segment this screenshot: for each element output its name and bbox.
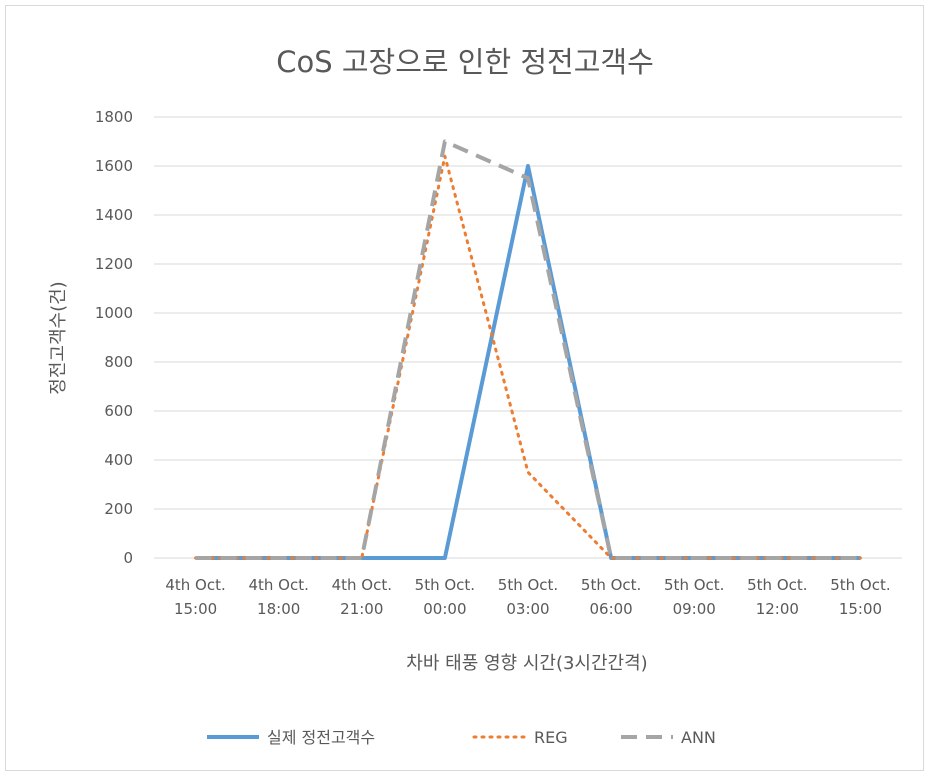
x-tick-label: 4th Oct. 15:00	[165, 576, 225, 618]
series-line-3	[195, 139, 861, 560]
chart-title: CoS 고장으로 인한 정전고객수	[276, 45, 654, 79]
y-axis-label: 정전고객수(건)	[48, 281, 69, 394]
y-tick-label: 600	[104, 402, 133, 420]
y-tick-label: 400	[104, 451, 133, 469]
x-axis-label: 차바 태풍 영향 시간(3시간간격)	[406, 653, 647, 674]
chart-frame	[5, 5, 924, 771]
y-tick-label: 0	[123, 549, 133, 567]
x-tick-labels: 4th Oct. 15:00 4th Oct. 18:00 4th Oct. 21:00 5…	[165, 576, 890, 618]
x-tick-label: 5th Oct. 03:00	[498, 576, 558, 618]
legend-label-1: 실제 정전고객수	[267, 728, 375, 747]
y-tick-label: 1000	[95, 304, 133, 322]
y-tick-labels: 0 200 400 600 800 1000 1200 1400 1600 1800	[95, 108, 133, 567]
x-tick-label: 5th Oct. 06:00	[581, 576, 641, 618]
y-tick-label: 1600	[95, 157, 133, 175]
x-tick-label: 5th Oct. 15:00	[830, 576, 890, 618]
x-tick-label: 4th Oct. 21:00	[332, 576, 392, 618]
series-line-2	[194, 154, 862, 560]
series-lines	[194, 139, 862, 560]
x-tick-label: 5th Oct. 12:00	[747, 576, 807, 618]
x-tick-label: 4th Oct. 18:00	[248, 576, 308, 618]
y-tick-label: 1200	[95, 255, 133, 273]
legend-label-2: REG	[534, 728, 568, 747]
x-tick-label: 5th Oct. 09:00	[664, 576, 724, 618]
y-tick-label: 800	[104, 353, 133, 371]
x-tick-label: 5th Oct. 00:00	[415, 576, 475, 618]
y-tick-label: 1800	[95, 108, 133, 126]
legend-label-3: ANN	[681, 728, 716, 747]
legend: 실제 정전고객수 REG ANN	[207, 728, 716, 747]
y-tick-label: 1400	[95, 206, 133, 224]
y-tick-label: 200	[104, 500, 133, 518]
